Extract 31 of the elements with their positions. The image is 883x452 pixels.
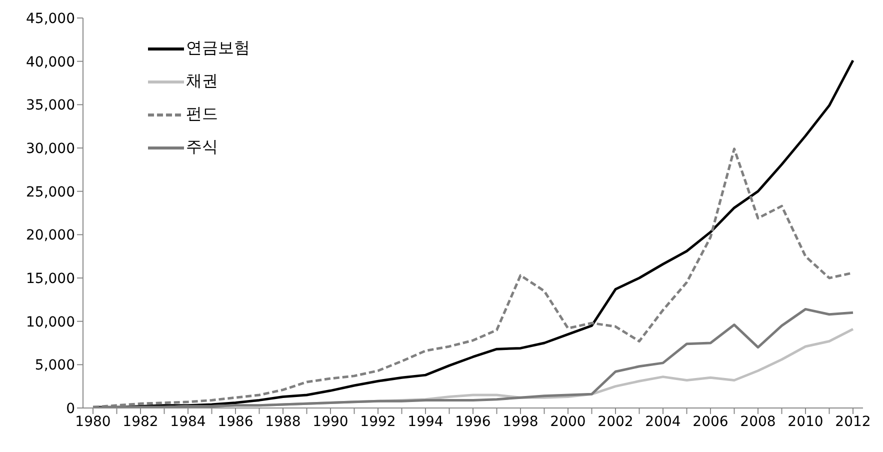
y-tick-label: 5,000: [34, 358, 75, 374]
y-tick-label: 15,000: [26, 270, 75, 287]
y-tick-label: 25,000: [26, 184, 75, 200]
y-tick-label: 40,000: [26, 54, 75, 70]
x-tick-label: 2008: [740, 414, 776, 430]
x-tick-label: 2006: [692, 414, 728, 430]
legend-label: 채권: [186, 71, 218, 92]
x-tick-label: 1984: [170, 414, 206, 430]
legend-label: 펀드: [186, 104, 218, 125]
x-tick-label: 2012: [835, 414, 871, 430]
x-tick-label: 2002: [598, 414, 634, 430]
x-tick-label: 1980: [75, 414, 111, 430]
y-tick-label: 45,000: [26, 10, 75, 27]
x-tick-label: 1996: [455, 414, 491, 430]
x-tick-label: 1982: [122, 414, 158, 430]
legend-label: 연금보험: [186, 38, 250, 59]
x-tick-label: 2004: [645, 414, 681, 430]
y-tick-label: 0: [66, 400, 75, 417]
y-tick-label: 30,000: [26, 140, 75, 157]
x-tick-label: 2010: [788, 414, 824, 430]
x-tick-label: 1986: [218, 414, 254, 430]
y-tick-label: 35,000: [26, 98, 75, 114]
x-tick-label: 1994: [408, 414, 444, 430]
legend-label: 주식: [186, 137, 218, 158]
x-tick-label: 1998: [502, 414, 538, 430]
x-tick-label: 1988: [265, 414, 301, 430]
y-tick-label: 10,000: [26, 314, 75, 330]
x-tick-label: 2000: [550, 414, 586, 430]
x-tick-label: 1992: [360, 414, 396, 430]
y-tick-label: 20,000: [26, 228, 75, 244]
x-tick-label: 1990: [312, 414, 348, 430]
